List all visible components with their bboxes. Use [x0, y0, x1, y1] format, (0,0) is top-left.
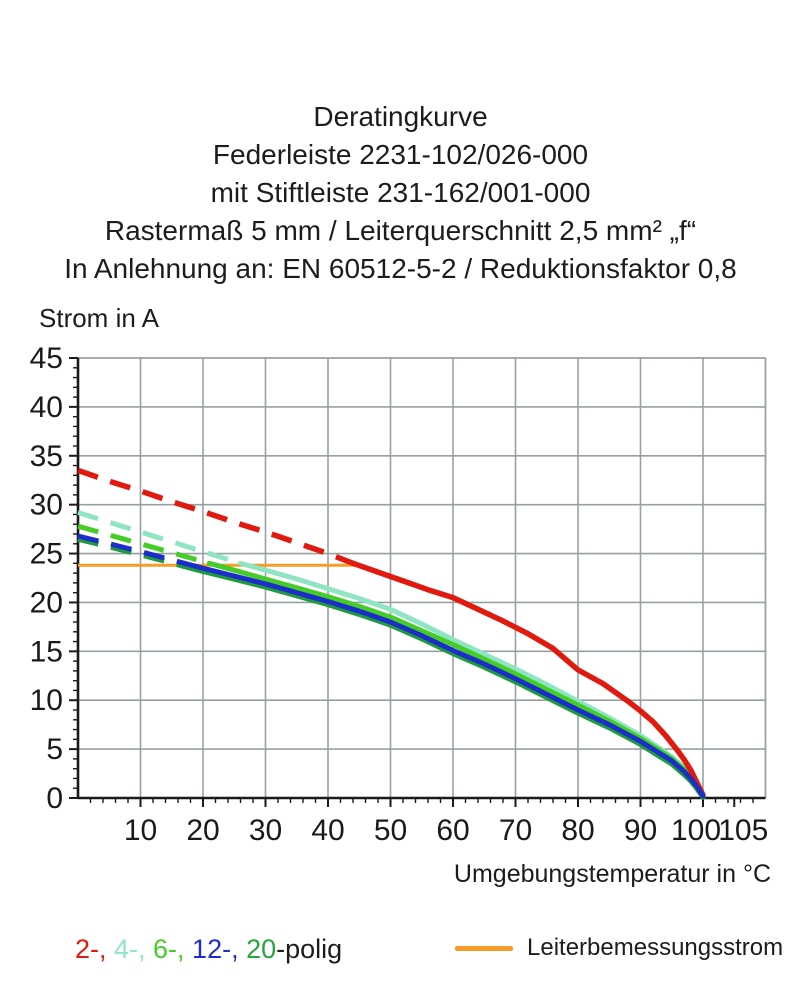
rated-current-label: Leiterbemessungsstrom — [527, 934, 784, 961]
curve-2-polig-dashed — [77, 467, 354, 566]
pole-legend-item: 6-, — [153, 934, 193, 964]
pole-legend-item: 4-, — [114, 934, 154, 964]
x-tick-label: 60 — [436, 814, 469, 847]
y-tick-label: 0 — [46, 782, 63, 815]
legend-row: 2-, 4-, 6-, 12-, 20-polig Leiterbemessun… — [0, 934, 801, 978]
title-line-4: Rastermaß 5 mm / Leiterquerschnitt 2,5 m… — [104, 215, 697, 246]
title-line-5: In Anlehnung an: EN 60512-5-2 / Reduktio… — [64, 253, 737, 284]
x-tick-label: 70 — [499, 814, 532, 847]
x-tick-label: 80 — [561, 814, 594, 847]
x-axis-title: Umgebungstemperatur in °C — [453, 860, 771, 888]
x-tick-label: 30 — [249, 814, 282, 847]
title-line-2: Federleiste 2231-102/026-000 — [212, 139, 589, 170]
y-tick-label: 40 — [30, 391, 63, 424]
x-tick-label: 100 — [671, 814, 721, 847]
curve-20-polig-dashed — [77, 536, 186, 569]
x-tick-label: 105 — [718, 814, 768, 847]
y-tick-label: 30 — [30, 489, 63, 522]
y-axis-title: Strom in A — [39, 303, 159, 333]
pole-legend-item: 20 — [246, 934, 277, 964]
y-tick-label: 20 — [30, 586, 63, 619]
x-tick-label: 40 — [311, 814, 344, 847]
y-tick-label: 15 — [30, 635, 63, 668]
y-tick-label: 35 — [30, 440, 63, 473]
pole-legend-item: 2-, — [75, 934, 115, 964]
curve-6-polig-dashed — [77, 523, 210, 566]
rated-current-legend: Leiterbemessungsstrom — [455, 934, 783, 962]
pole-legend-suffix: -polig — [276, 934, 343, 964]
pole-count-legend: 2-, 4-, 6-, 12-, 20-polig — [75, 934, 342, 965]
y-tick-label: 10 — [30, 684, 63, 717]
pole-legend-item: 12-, — [192, 934, 247, 964]
curve-4-polig-dashed — [77, 510, 242, 566]
chart-title-block: Deratingkurve Federleiste 2231-102/026-0… — [0, 98, 801, 288]
derating-chart: 0 5 10 15 20 25 30 35 40 45 10 20 30 40 50 60 70 80 90 100 1… — [0, 330, 801, 890]
curve-12-polig-dashed — [77, 533, 185, 566]
title-line-1: Deratingkurve — [313, 101, 488, 132]
x-tick-label: 50 — [374, 814, 407, 847]
title-line-3: mit Stiftleiste 231-162/001-000 — [210, 177, 591, 208]
derating-chart-svg: 0 5 10 15 20 25 30 35 40 45 10 20 30 40 50 60 70 80 90 1001… — [30, 342, 769, 847]
rated-current-line-swatch — [455, 945, 513, 951]
y-tick-label: 45 — [30, 342, 63, 375]
curve-2-polig-solid — [350, 560, 706, 798]
x-tick-label: 20 — [186, 814, 219, 847]
x-tick-label: 10 — [124, 814, 157, 847]
x-tick-label: 90 — [624, 814, 657, 847]
curve-20-polig-solid — [181, 563, 706, 800]
y-tick-label: 25 — [30, 538, 63, 571]
y-tick-label: 5 — [46, 733, 63, 766]
curve-12-polig-solid — [181, 560, 706, 799]
